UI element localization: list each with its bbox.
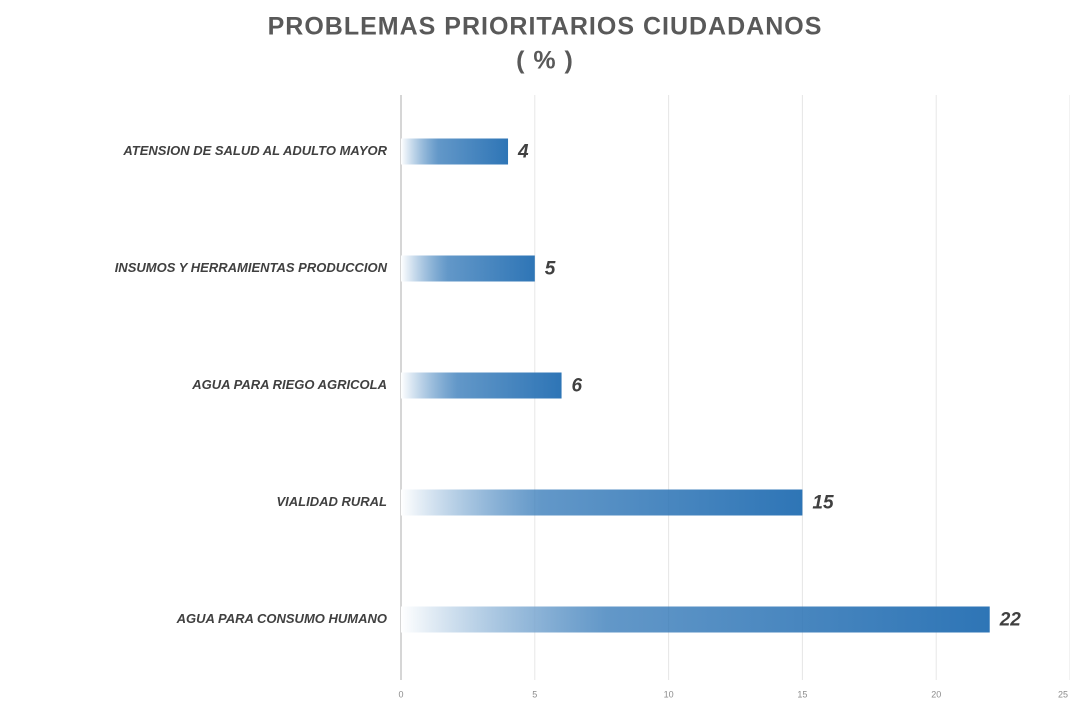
x-tick-label: 0	[398, 689, 403, 699]
y-tick-label: VIALIDAD RURAL	[277, 494, 388, 509]
value-label: 22	[999, 610, 1022, 631]
y-tick-label: ATENSION DE SALUD AL ADULTO MAYOR	[122, 143, 387, 158]
bar	[401, 255, 535, 282]
x-tick-label: 25	[1058, 689, 1068, 699]
bar	[401, 372, 562, 399]
chart-subtitle: ( % )	[516, 47, 574, 75]
y-tick-label: AGUA PARA RIEGO AGRICOLA	[191, 377, 387, 392]
x-tick-label: 15	[797, 689, 807, 699]
bar	[401, 138, 509, 165]
chart-title: PROBLEMAS PRIORITARIOS CIUDADANOS	[268, 13, 823, 41]
bar	[401, 489, 803, 516]
value-label: 5	[545, 259, 556, 280]
bar	[401, 606, 990, 633]
y-tick-label: AGUA PARA CONSUMO HUMANO	[176, 611, 387, 626]
value-label: 15	[812, 493, 834, 514]
x-tick-label: 20	[931, 689, 941, 699]
x-tick-label: 5	[532, 689, 537, 699]
x-tick-label: 10	[664, 689, 674, 699]
value-label: 4	[517, 142, 529, 163]
value-label: 6	[572, 376, 583, 397]
y-tick-label: INSUMOS Y HERRAMIENTAS PRODUCCION	[115, 260, 388, 275]
